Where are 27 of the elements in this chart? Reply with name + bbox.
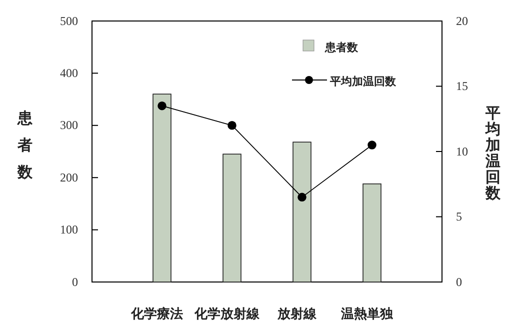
legend-label: 平均加温回数 (329, 75, 397, 88)
y-tick-label: 300 (60, 118, 78, 132)
y2-tick-label: 20 (456, 14, 468, 28)
point (228, 121, 236, 130)
legend-label: 患者数 (324, 41, 359, 54)
x-tick-label: 化学放射線 (194, 307, 260, 322)
y2-tick-label: 0 (456, 274, 462, 289)
x-tick-label: 温熱単独 (340, 306, 394, 322)
bar (292, 142, 312, 282)
y-tick-label: 200 (60, 170, 78, 184)
y-axis-title: 患者数 (16, 109, 34, 181)
y2-tick-label: 10 (456, 144, 468, 158)
y2-tick-label: 15 (456, 79, 468, 94)
bar (222, 154, 242, 282)
x-tick-label: 放射線 (276, 307, 318, 322)
y-tick-label: 500 (60, 14, 78, 28)
point (368, 140, 376, 150)
point (298, 192, 306, 202)
y-tick-label: 100 (60, 222, 78, 237)
bar (362, 183, 382, 282)
y-tick-label: 0 (72, 274, 78, 289)
y-tick-label: 400 (60, 66, 78, 80)
y2-axis-title: 平均加温回数 (484, 104, 502, 202)
y2-tick-label: 5 (456, 210, 462, 224)
point (158, 101, 166, 110)
x-tick-label: 化学療法 (130, 306, 183, 322)
bar (152, 94, 172, 282)
